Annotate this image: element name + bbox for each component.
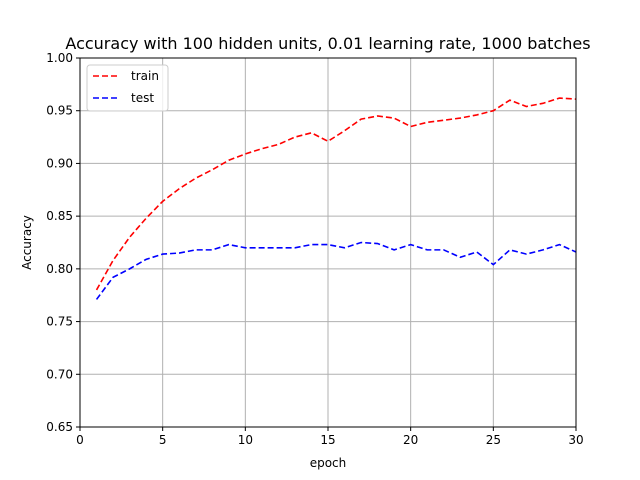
chart-title: Accuracy with 100 hidden units, 0.01 lea… bbox=[65, 34, 590, 53]
x-tick-label: 0 bbox=[76, 433, 84, 447]
y-tick-label: 0.95 bbox=[46, 104, 73, 118]
x-axis-label: epoch bbox=[310, 456, 347, 470]
y-tick-label: 1.00 bbox=[46, 51, 73, 65]
x-tick-label: 10 bbox=[238, 433, 253, 447]
legend: train test bbox=[86, 64, 169, 112]
y-tick-label: 0.65 bbox=[46, 420, 73, 434]
x-tick-label: 15 bbox=[320, 433, 335, 447]
series-line-train bbox=[95, 97, 577, 291]
x-tick-label: 25 bbox=[486, 433, 501, 447]
y-tick-label: 0.70 bbox=[46, 367, 73, 381]
x-tick-label: 20 bbox=[403, 433, 418, 447]
y-tick-label: 0.90 bbox=[46, 156, 73, 170]
series-lines bbox=[95, 97, 577, 300]
y-axis-ticks: 0.65 0.70 0.75 0.80 0.85 0.90 0.95 1.00 bbox=[46, 51, 80, 434]
y-tick-label: 0.75 bbox=[46, 315, 73, 329]
legend-test-label: test bbox=[131, 91, 154, 105]
y-axis-label: Accuracy bbox=[20, 215, 34, 270]
x-tick-label: 5 bbox=[159, 433, 167, 447]
x-tick-label: 30 bbox=[568, 433, 583, 447]
legend-train-label: train bbox=[131, 69, 159, 83]
x-axis-ticks: 0 5 10 15 20 25 30 bbox=[76, 427, 584, 447]
y-tick-label: 0.80 bbox=[46, 262, 73, 276]
y-tick-label: 0.85 bbox=[46, 209, 73, 223]
